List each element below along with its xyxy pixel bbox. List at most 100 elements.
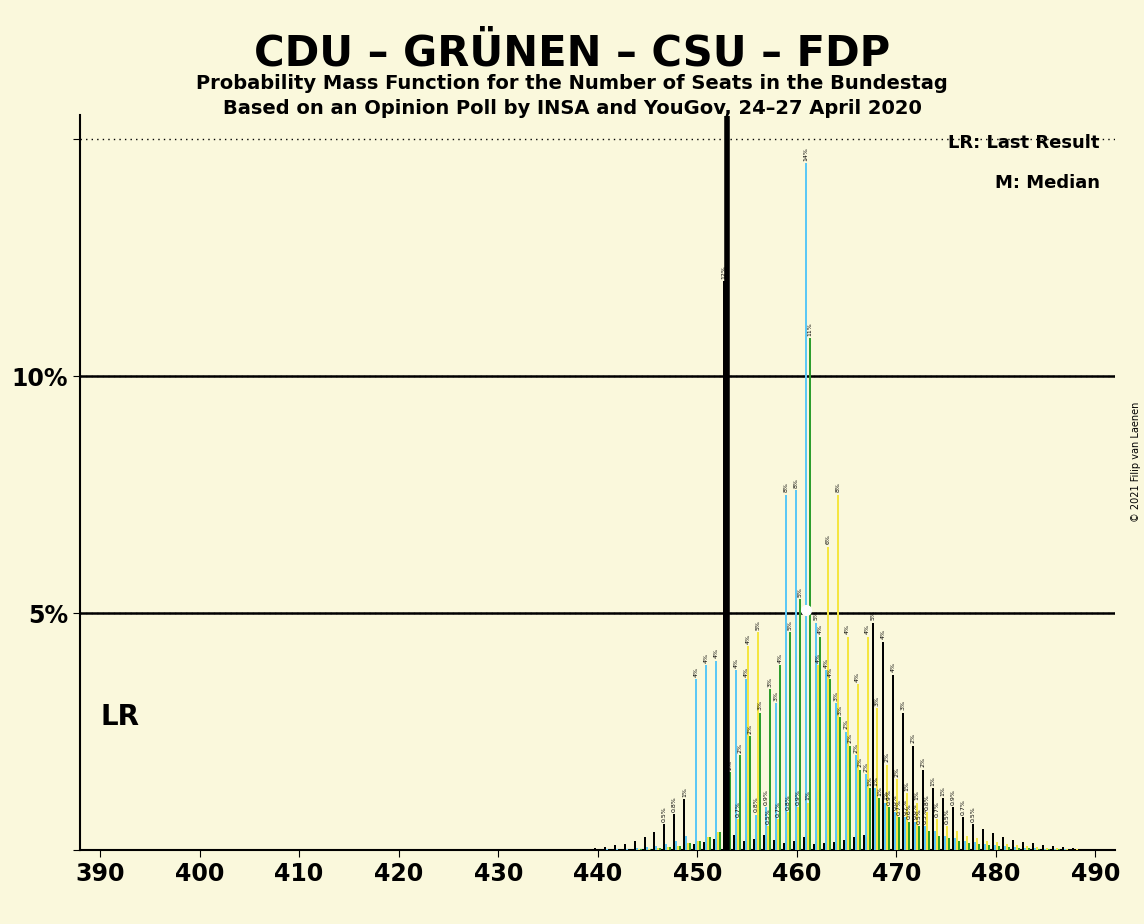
Text: 4%: 4%	[816, 653, 820, 663]
Bar	[873, 623, 874, 850]
Bar	[948, 838, 951, 850]
Text: 5%: 5%	[871, 611, 876, 620]
Text: 2%: 2%	[853, 743, 858, 753]
Bar	[690, 844, 691, 850]
Text: 2%: 2%	[857, 757, 863, 767]
Bar	[1046, 847, 1048, 850]
Bar	[728, 518, 729, 850]
Bar	[674, 814, 675, 850]
Bar	[852, 837, 855, 850]
Bar	[898, 817, 900, 850]
Text: 3%: 3%	[768, 676, 772, 687]
Bar	[962, 817, 964, 850]
Bar	[916, 803, 919, 850]
Bar	[1081, 848, 1083, 850]
Bar	[636, 848, 637, 850]
Bar	[782, 843, 785, 850]
Bar	[737, 820, 739, 850]
Text: 4%: 4%	[744, 667, 748, 677]
Bar	[1035, 847, 1038, 850]
Bar	[650, 848, 651, 850]
Bar	[889, 808, 890, 850]
Text: 4%: 4%	[704, 653, 709, 663]
Text: Based on an Opinion Poll by INSA and YouGov, 24–27 April 2020: Based on an Opinion Poll by INSA and You…	[223, 99, 921, 118]
Bar	[765, 808, 766, 850]
Bar	[1064, 849, 1065, 850]
Bar	[919, 826, 920, 850]
Bar	[944, 836, 946, 850]
Text: 5%: 5%	[797, 587, 802, 597]
Bar	[774, 703, 777, 850]
Bar	[998, 846, 1000, 850]
Bar	[664, 824, 666, 850]
Text: 3%: 3%	[875, 696, 880, 706]
Bar	[984, 844, 986, 850]
Bar	[996, 843, 998, 850]
Text: 4%: 4%	[733, 658, 739, 668]
Bar	[966, 836, 968, 850]
Text: 2%: 2%	[847, 734, 852, 744]
Bar	[707, 837, 709, 850]
Text: 0.7%: 0.7%	[935, 801, 939, 817]
Text: 1%: 1%	[805, 790, 810, 800]
Bar	[952, 808, 954, 850]
Bar	[696, 679, 698, 850]
Bar	[723, 282, 725, 850]
Bar	[844, 732, 847, 850]
Bar	[613, 845, 615, 850]
Bar	[766, 826, 769, 850]
Text: 0.9%: 0.9%	[763, 789, 769, 805]
Bar	[828, 679, 831, 850]
Bar	[849, 746, 851, 850]
Text: 1%: 1%	[883, 790, 888, 800]
Bar	[823, 843, 825, 850]
Bar	[827, 547, 828, 850]
Text: 0.5%: 0.5%	[923, 808, 928, 824]
Text: 2%: 2%	[747, 724, 753, 734]
Bar	[669, 847, 672, 850]
Text: 2%: 2%	[921, 757, 925, 767]
Bar	[1032, 844, 1034, 850]
Bar	[903, 712, 905, 850]
Bar	[935, 831, 936, 850]
Bar	[763, 835, 765, 850]
Bar	[747, 646, 749, 850]
Bar	[749, 736, 752, 850]
Text: 1%: 1%	[915, 790, 920, 800]
Bar	[1058, 849, 1059, 850]
Bar	[924, 826, 927, 850]
Bar	[1043, 848, 1046, 850]
Text: 4%: 4%	[891, 663, 896, 673]
Bar	[972, 824, 974, 850]
Bar	[959, 841, 960, 850]
Bar	[793, 841, 795, 850]
Bar	[667, 847, 669, 850]
Bar	[1075, 849, 1078, 850]
Bar	[1038, 848, 1040, 850]
Bar	[757, 632, 758, 850]
Bar	[785, 494, 787, 850]
Bar	[809, 338, 811, 850]
Text: 1%: 1%	[877, 785, 882, 796]
Bar	[685, 836, 688, 850]
Text: 4%: 4%	[714, 648, 718, 658]
Bar	[604, 846, 605, 850]
Text: 0.9%: 0.9%	[951, 789, 955, 805]
Bar	[644, 837, 645, 850]
Text: LR: LR	[101, 703, 140, 731]
Text: 4%: 4%	[817, 625, 823, 635]
Text: LR: Last Result: LR: Last Result	[948, 134, 1099, 152]
Bar	[736, 670, 737, 850]
Bar	[912, 746, 914, 850]
Text: 1%: 1%	[940, 785, 946, 796]
Bar	[994, 845, 996, 850]
Text: 3%: 3%	[833, 691, 839, 700]
Text: 5%: 5%	[755, 620, 761, 630]
Bar	[968, 843, 970, 850]
Bar	[715, 661, 717, 850]
Bar	[1051, 846, 1054, 850]
Bar	[882, 641, 884, 850]
Text: Probability Mass Function for the Number of Seats in the Bundestag: Probability Mass Function for the Number…	[196, 74, 948, 93]
Bar	[758, 712, 761, 850]
Bar	[677, 845, 680, 850]
